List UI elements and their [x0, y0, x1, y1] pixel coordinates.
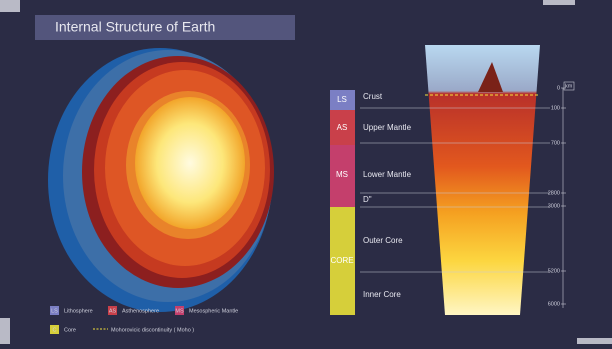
layer-name: Lower Mantle — [363, 170, 412, 179]
depth-label: 6000 — [548, 301, 560, 307]
legend-abbr: C — [53, 327, 57, 333]
decor — [0, 318, 10, 344]
band — [330, 145, 355, 207]
band — [330, 207, 355, 315]
unit-box — [563, 81, 575, 91]
dividers — [360, 88, 564, 308]
legend-label: Core — [64, 327, 76, 333]
earth — [48, 48, 274, 312]
abbr: CORE — [330, 256, 353, 265]
depth-label: 5200 — [548, 268, 560, 274]
decor — [543, 0, 575, 5]
band — [330, 110, 355, 145]
title: Internal Structure of Earth — [55, 19, 215, 35]
abbr: MS — [336, 170, 348, 179]
layer-name: Crust — [363, 92, 383, 101]
layer-name: Inner Core — [363, 290, 401, 299]
decor — [577, 338, 612, 344]
legend-label: Mesospheric Mantle — [189, 308, 238, 314]
legend-abbr: AS — [109, 308, 117, 314]
depth-label: 2800 — [548, 190, 560, 196]
legend — [50, 306, 184, 334]
decor — [0, 0, 20, 12]
depth-label: 100 — [551, 105, 560, 111]
legend-abbr: MS — [175, 308, 184, 314]
layer-name: Upper Mantle — [363, 123, 412, 132]
abbr: LS — [337, 95, 347, 104]
unit: km — [565, 83, 573, 89]
depth-label: 700 — [551, 140, 560, 146]
legend-label: Lithosphere — [64, 308, 93, 314]
depth-label: 0 — [557, 85, 560, 91]
title-bar — [35, 15, 295, 40]
layer-name: D" — [363, 195, 372, 204]
abbr: AS — [337, 123, 348, 132]
band — [330, 90, 355, 110]
legend-label: Asthenosphere — [122, 308, 159, 314]
legend-abbr: LS — [51, 308, 58, 314]
column — [425, 45, 540, 315]
depth-label: 3000 — [548, 203, 560, 209]
layer-name: Outer Core — [363, 236, 403, 245]
legend-label: Mohorovicic discontinuity ( Moho ) — [111, 327, 194, 333]
